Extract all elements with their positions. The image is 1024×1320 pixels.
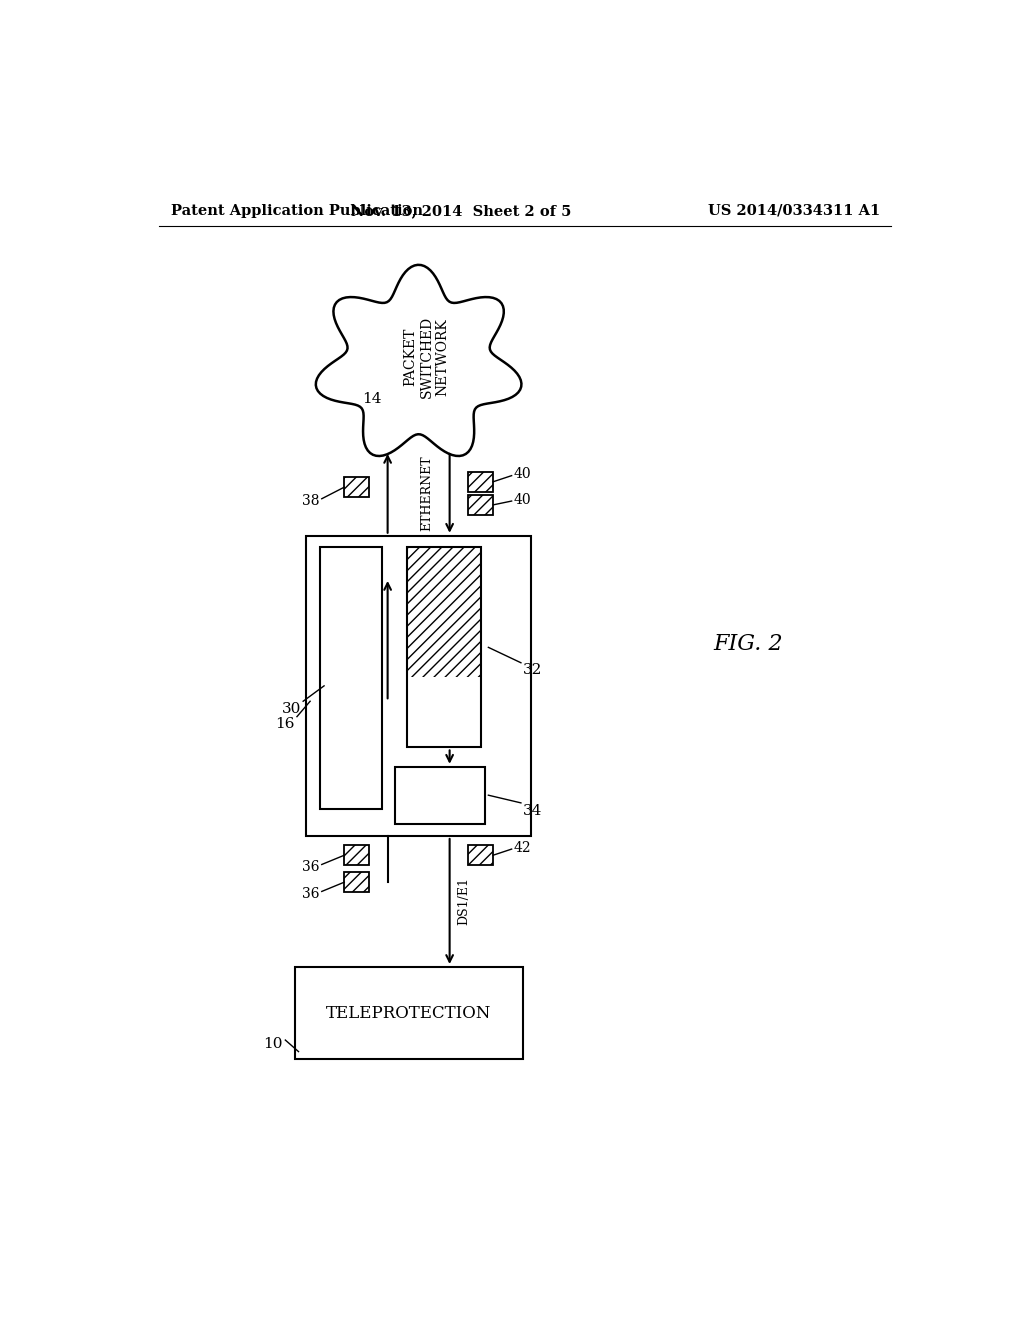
Bar [321, 548, 382, 809]
Text: Patent Application Publication: Patent Application Publication [171, 203, 423, 218]
Text: FIG. 2: FIG. 2 [713, 632, 782, 655]
Text: 36: 36 [302, 859, 319, 874]
Bar [468, 845, 493, 866]
Text: ETHERNET: ETHERNET [420, 455, 433, 531]
Text: TELEPROTECTION: TELEPROTECTION [326, 1005, 492, 1022]
Text: 14: 14 [362, 392, 382, 407]
Bar [407, 548, 480, 747]
Text: 40: 40 [513, 492, 530, 507]
Bar [344, 873, 369, 892]
Bar [407, 677, 480, 747]
Bar [468, 471, 493, 492]
Bar [344, 478, 369, 498]
Bar [407, 548, 480, 677]
Text: US 2014/0334311 A1: US 2014/0334311 A1 [709, 203, 881, 218]
Text: Nov. 13, 2014  Sheet 2 of 5: Nov. 13, 2014 Sheet 2 of 5 [351, 203, 571, 218]
Text: PACKET
SWITCHED
NETWORK: PACKET SWITCHED NETWORK [403, 315, 450, 399]
Text: DS1/E1: DS1/E1 [458, 878, 470, 925]
Bar [306, 536, 531, 836]
Text: 38: 38 [302, 494, 319, 508]
Bar [468, 495, 493, 515]
Text: 40: 40 [513, 467, 530, 480]
Text: 32: 32 [523, 664, 543, 677]
Text: 42: 42 [513, 841, 530, 854]
Polygon shape [315, 265, 521, 455]
Text: 36: 36 [302, 887, 319, 900]
Text: 34: 34 [523, 804, 543, 817]
Bar [344, 845, 369, 866]
Bar [395, 767, 484, 825]
Text: 30: 30 [282, 702, 301, 715]
Text: 16: 16 [275, 717, 295, 731]
Bar [295, 966, 523, 1059]
Text: 10: 10 [263, 1038, 283, 1051]
